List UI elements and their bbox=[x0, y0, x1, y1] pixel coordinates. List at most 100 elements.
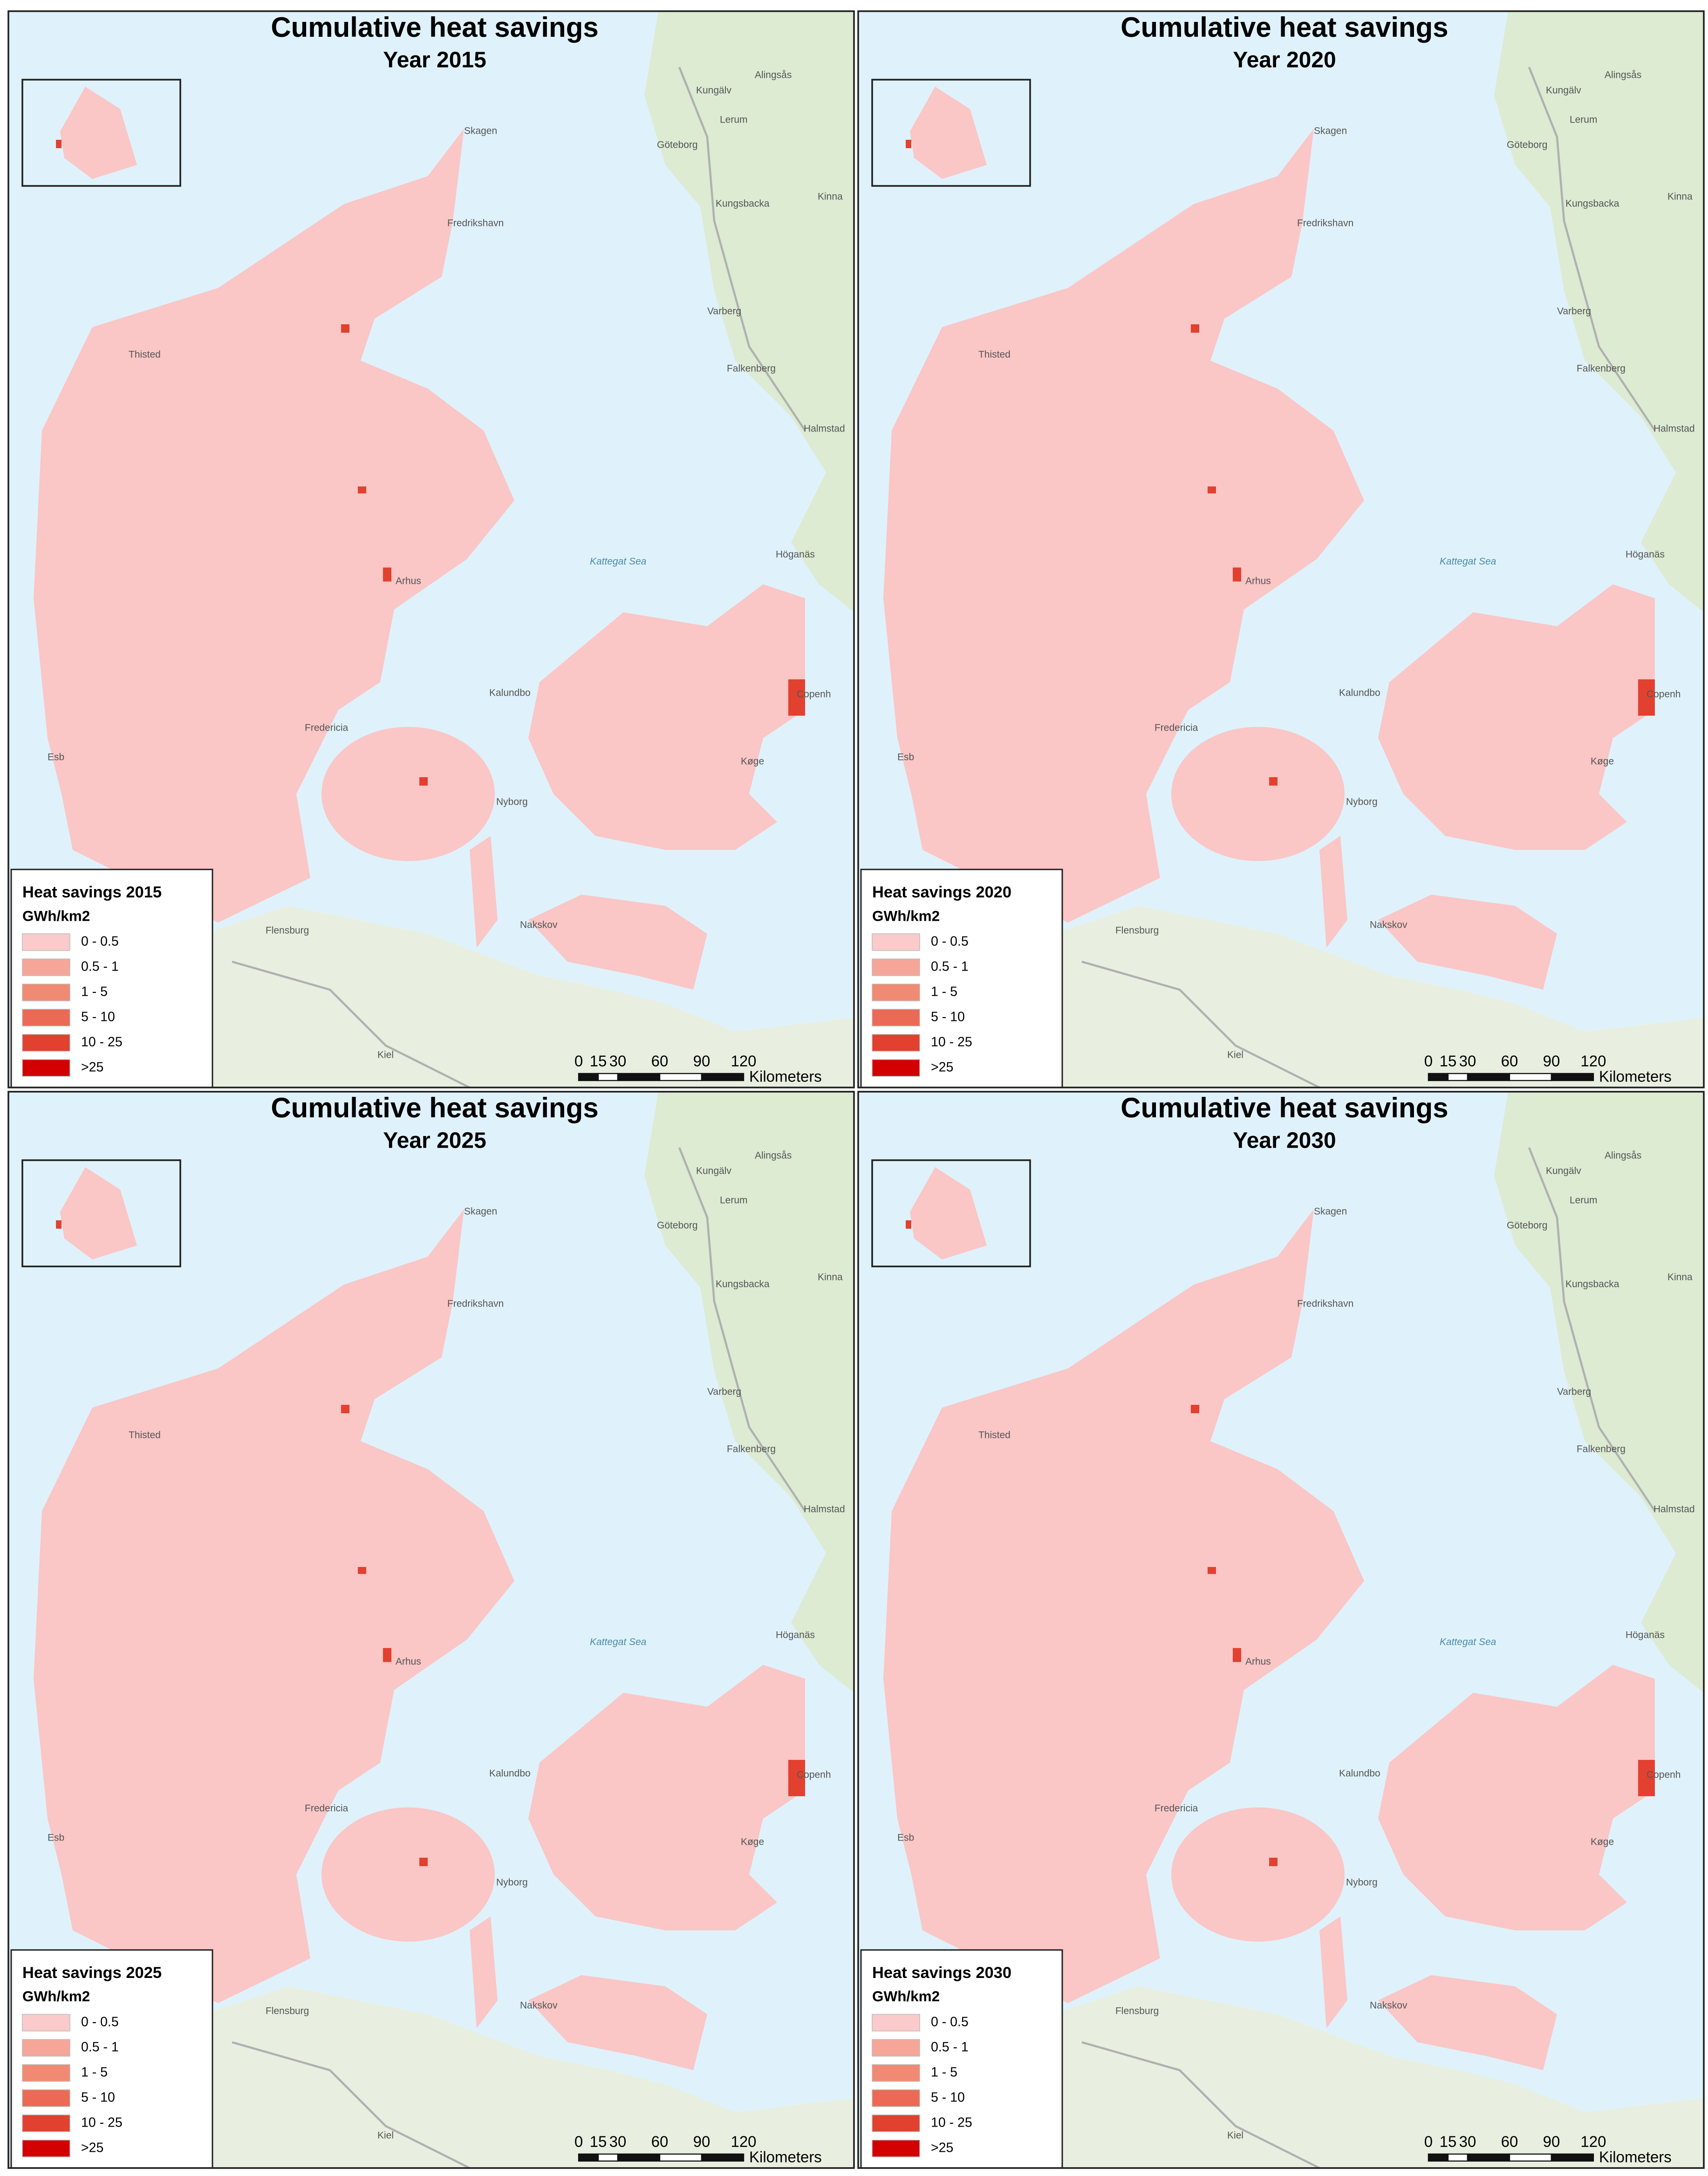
place-label: Höganäs bbox=[1626, 549, 1665, 560]
place-label: Nyborg bbox=[496, 1877, 528, 1888]
place-label: Fredrikshavn bbox=[1297, 218, 1353, 229]
place-label: Esb bbox=[48, 752, 64, 763]
legend-box bbox=[10, 869, 213, 1088]
place-label: Flensburg bbox=[1115, 2005, 1159, 2016]
place-label: Kungsbacka bbox=[1565, 198, 1619, 209]
legend-label: 0.5 - 1 bbox=[81, 959, 119, 974]
scale-label: 60 bbox=[1501, 2133, 1518, 2150]
place-label: Copenh bbox=[797, 1769, 831, 1780]
legend-label: 5 - 10 bbox=[81, 2090, 115, 2105]
place-label: Kalundbo bbox=[1339, 1768, 1380, 1779]
scale-label: 120 bbox=[1580, 2133, 1606, 2150]
place-label: Nakskov bbox=[1370, 2000, 1407, 2011]
place-label: Copenh bbox=[1647, 1769, 1681, 1780]
scale-segment bbox=[701, 2153, 745, 2162]
place-label: Arhus bbox=[396, 1656, 421, 1667]
place-label: Kungsbacka bbox=[716, 198, 770, 209]
scale-segment bbox=[617, 2153, 661, 2162]
place-label: Arhus bbox=[396, 576, 421, 587]
place-label: Kinna bbox=[1667, 1272, 1693, 1282]
place-label: Thisted bbox=[978, 1430, 1011, 1440]
place-label: Alingsås bbox=[755, 70, 792, 81]
place-label: Nakskov bbox=[1370, 920, 1407, 931]
panel-frame bbox=[7, 10, 855, 1088]
legend-swatch bbox=[872, 2114, 920, 2132]
place-label: Kinna bbox=[1667, 192, 1693, 202]
place-label: Varberg bbox=[707, 306, 741, 317]
place-label: Køge bbox=[1591, 756, 1614, 767]
legend-swatch bbox=[872, 1009, 920, 1026]
place-label: Skagen bbox=[1314, 126, 1347, 137]
place-label: Falkenberg bbox=[727, 1444, 776, 1454]
scale-label: 30 bbox=[609, 1053, 627, 1070]
legend-label: 1 - 5 bbox=[931, 2065, 957, 2080]
scale-unit: Kilometers bbox=[749, 2149, 822, 2166]
legend-swatch bbox=[22, 933, 70, 951]
scale-label: 90 bbox=[1543, 1053, 1560, 1070]
place-label: Fredrikshavn bbox=[447, 218, 504, 229]
legend-unit: GWh/km2 bbox=[22, 1988, 90, 2005]
legend-unit: GWh/km2 bbox=[22, 907, 90, 924]
legend-swatch bbox=[22, 1059, 70, 1077]
place-label: Kattegat Sea bbox=[590, 556, 646, 567]
place-label: Køge bbox=[741, 756, 764, 767]
place-label: Flensburg bbox=[266, 925, 309, 936]
legend-label: >25 bbox=[81, 2140, 103, 2155]
panel-frame bbox=[857, 10, 1705, 1088]
place-label: Nyborg bbox=[1346, 797, 1378, 807]
place-label: Arhus bbox=[1245, 1656, 1271, 1667]
map-panel: Göteborg Fredrikshavn Skagen Arhus Kalundbo K… bbox=[858, 1092, 1704, 2168]
legend-title: Heat savings 2025 bbox=[22, 1964, 162, 1982]
scale-label: 0 bbox=[574, 2133, 583, 2150]
legend-box bbox=[10, 1949, 213, 2169]
place-label: Kungälv bbox=[696, 85, 731, 96]
map-panel: Göteborg Fredrikshavn Skagen Arhus Kalundbo K… bbox=[8, 1092, 854, 2168]
legend-swatch bbox=[872, 1059, 920, 1077]
place-label: Kungälv bbox=[1546, 1165, 1581, 1176]
panel-title: Cumulative heat savings bbox=[1120, 1092, 1448, 1123]
scale-label: 120 bbox=[731, 1053, 756, 1070]
place-label: Flensburg bbox=[1115, 925, 1159, 936]
place-label: Kattegat Sea bbox=[1440, 1636, 1496, 1647]
place-label: Kalundbo bbox=[489, 688, 531, 698]
place-label: Kungälv bbox=[696, 1165, 731, 1176]
place-label: Kalundbo bbox=[1339, 688, 1380, 698]
scale-label: 0 bbox=[574, 1053, 583, 1070]
scale-label: 30 bbox=[609, 2133, 627, 2150]
scale-label: 15 bbox=[590, 1053, 607, 1070]
scale-label: 60 bbox=[1501, 1053, 1518, 1070]
scale-label: 90 bbox=[693, 2133, 711, 2150]
scale-segment bbox=[1551, 1073, 1594, 1081]
place-label: Køge bbox=[741, 1836, 764, 1847]
legend-swatch bbox=[22, 2014, 70, 2032]
legend-label: 10 - 25 bbox=[81, 2115, 123, 2130]
scale-label: 15 bbox=[590, 2133, 607, 2150]
legend-label: 0 - 0.5 bbox=[81, 934, 119, 949]
panel-subtitle: Year 2025 bbox=[383, 1129, 486, 1153]
place-label: Nakskov bbox=[520, 2000, 558, 2011]
scale-label: 30 bbox=[1459, 1053, 1476, 1070]
place-label: Fredrikshavn bbox=[447, 1298, 504, 1309]
legend-swatch bbox=[22, 1009, 70, 1026]
place-label: Höganäs bbox=[776, 549, 815, 560]
legend-swatch bbox=[22, 2140, 70, 2157]
scale-segment bbox=[1509, 2153, 1552, 2162]
legend-swatch bbox=[872, 958, 920, 976]
place-label: Copenh bbox=[1647, 689, 1681, 700]
scale-segment bbox=[1467, 2153, 1510, 2162]
place-label: Lerum bbox=[720, 115, 747, 125]
legend-label: 0.5 - 1 bbox=[931, 2039, 969, 2054]
place-label: Kiel bbox=[377, 2130, 394, 2141]
legend-label: 10 - 25 bbox=[81, 1034, 123, 1049]
legend-label: 0 - 0.5 bbox=[81, 2014, 119, 2029]
place-label: Kattegat Sea bbox=[590, 1636, 646, 1647]
legend-swatch bbox=[22, 984, 70, 1001]
panel-title: Cumulative heat savings bbox=[271, 12, 598, 43]
place-label: Falkenberg bbox=[1577, 1444, 1626, 1454]
legend-label: 5 - 10 bbox=[931, 1009, 965, 1024]
place-label: Kalundbo bbox=[489, 1768, 531, 1779]
place-label: Skagen bbox=[1314, 1206, 1347, 1217]
scale-segment bbox=[578, 1073, 599, 1081]
legend-title: Heat savings 2015 bbox=[22, 883, 162, 901]
place-label: Falkenberg bbox=[1577, 363, 1626, 374]
